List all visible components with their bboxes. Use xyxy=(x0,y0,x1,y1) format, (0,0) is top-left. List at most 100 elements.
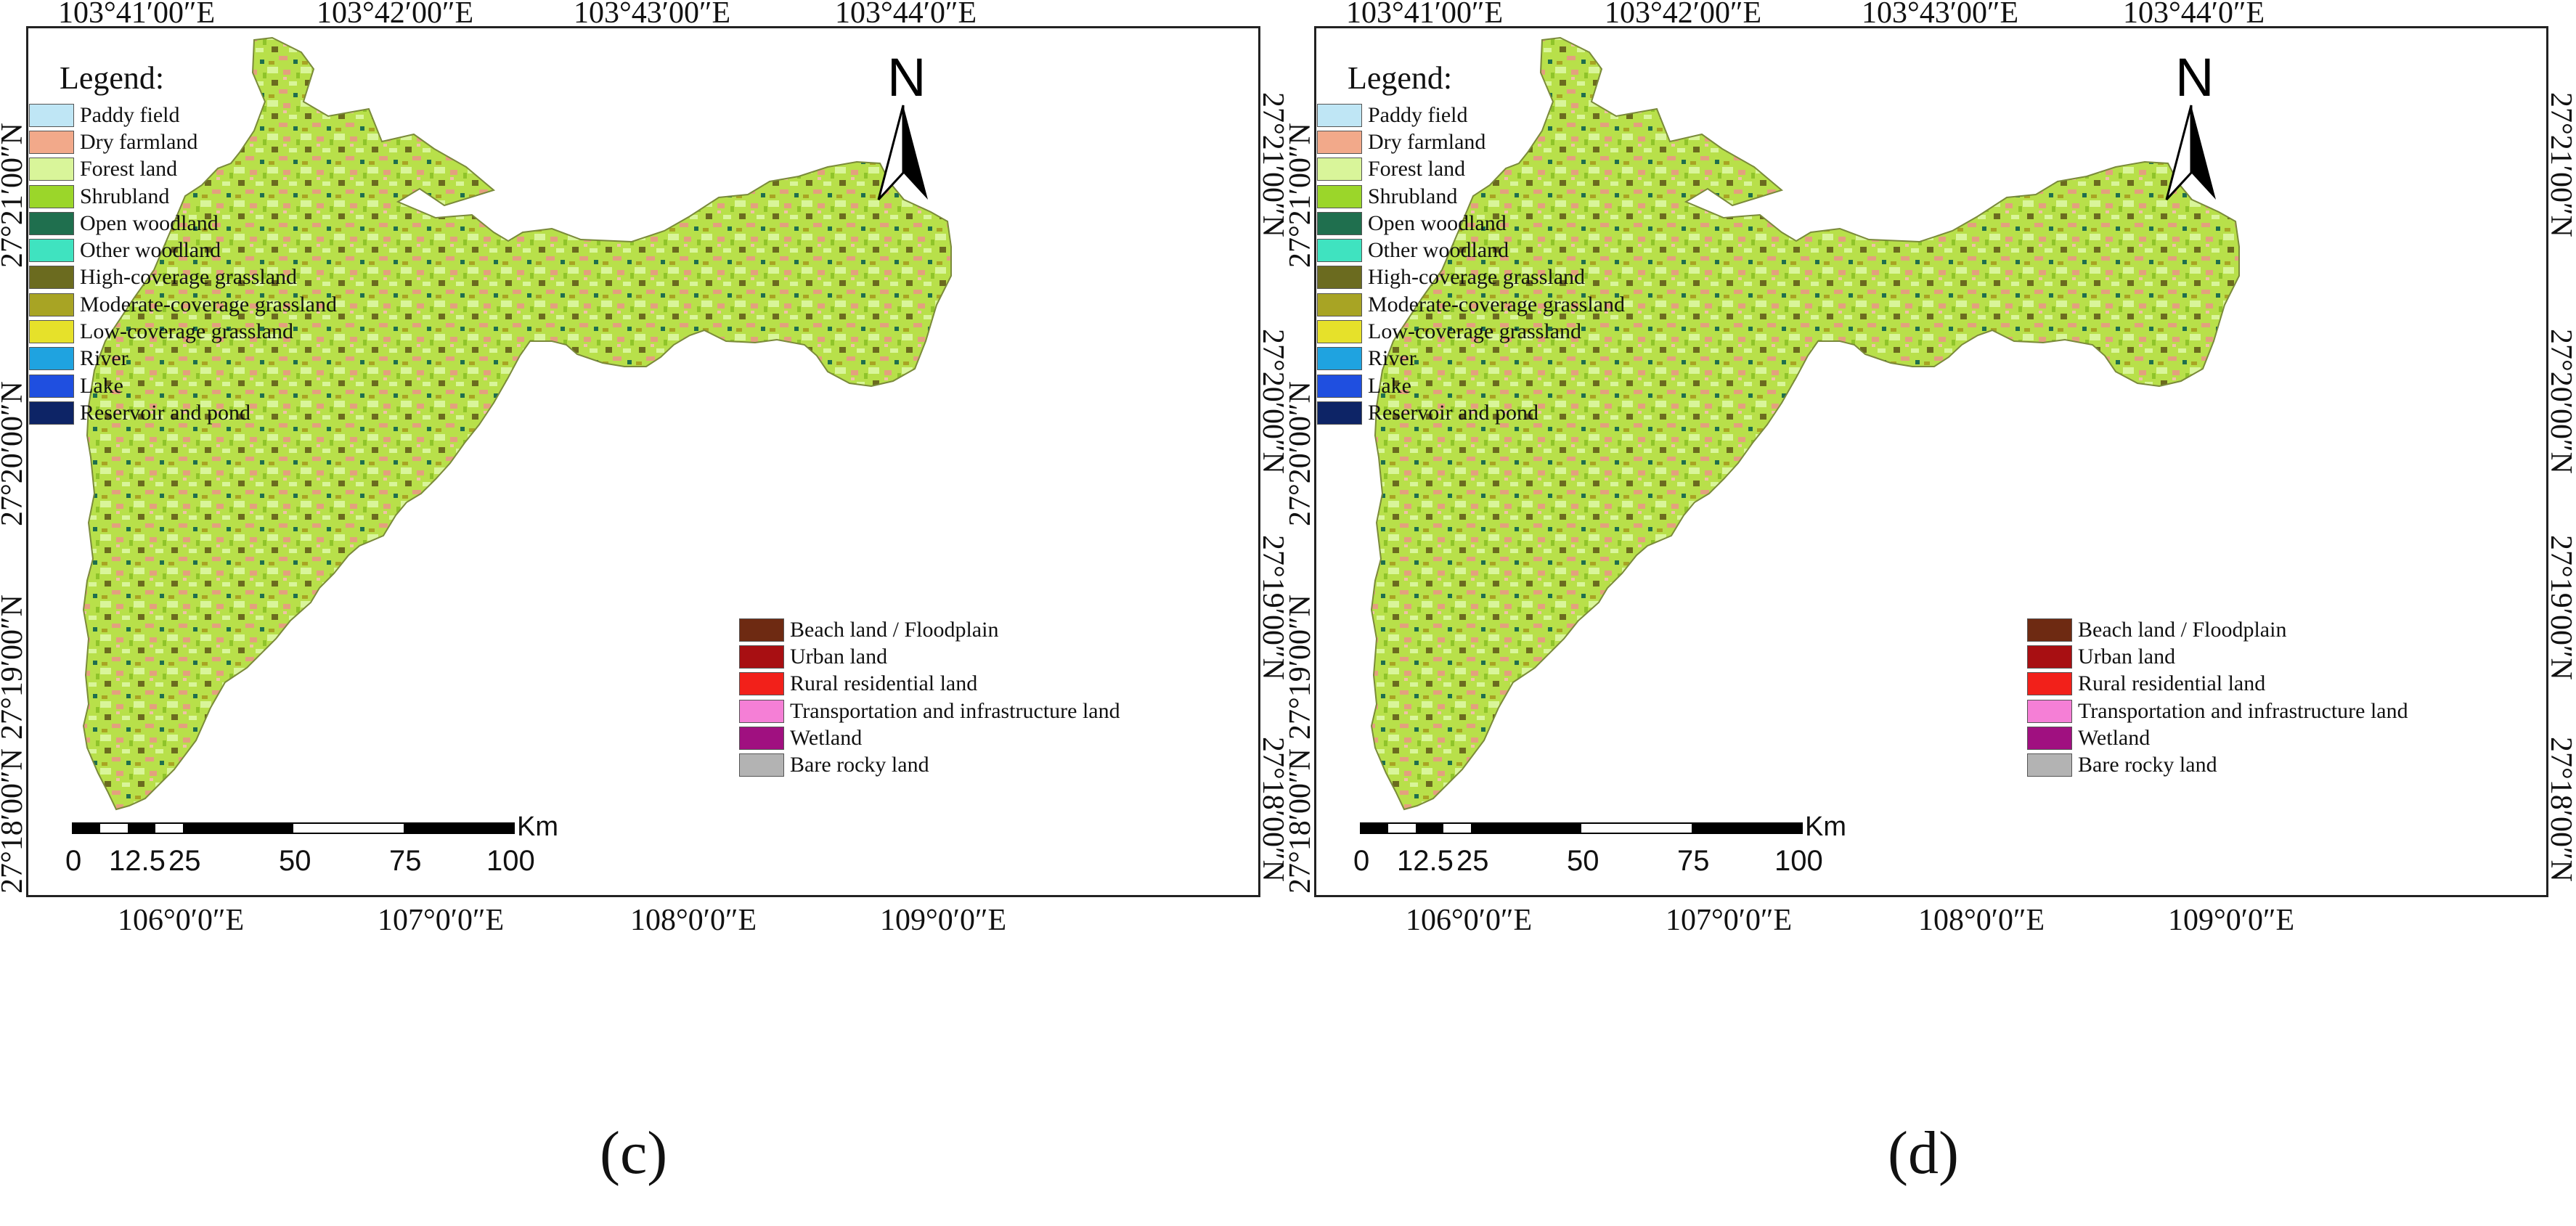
legend-label: Beach land / Floodplain xyxy=(2078,617,2287,642)
legend-item: Low-coverage grassland xyxy=(1317,318,1625,345)
legend-swatch xyxy=(1317,293,1362,316)
legend-label: Dry farmland xyxy=(1368,129,1486,154)
legend-label: Other woodland xyxy=(1368,238,1509,263)
legend-swatch xyxy=(29,401,74,425)
legend-item: Dry farmland xyxy=(1317,128,1625,155)
map-graphics xyxy=(72,36,952,834)
panel-caption: (d) xyxy=(1888,1119,1959,1187)
legend-swatch xyxy=(739,726,784,750)
top-tick-4: 103°44′0″E xyxy=(2123,0,2265,30)
legend-swatch xyxy=(2027,726,2072,750)
bottom-tick-2: 107°0′0″E xyxy=(1666,904,1793,937)
legend-swatch xyxy=(29,211,74,235)
top-tick-2: 103°42′00″E xyxy=(1605,0,1762,30)
legend-swatch xyxy=(739,672,784,696)
legend-item: High-coverage grassland xyxy=(1317,264,1625,291)
left-tick-1: 27°21′00″N xyxy=(0,123,29,268)
legend-label: Bare rocky land xyxy=(2078,753,2217,777)
legend-swatch xyxy=(1317,347,1362,371)
legend-label: High-coverage grassland xyxy=(1368,265,1586,290)
legend-swatch xyxy=(2027,618,2072,642)
legend-swatch xyxy=(29,130,74,154)
legend-swatch xyxy=(29,293,74,316)
legend-label: Low-coverage grassland xyxy=(80,319,294,344)
legend-item: Rural residential land xyxy=(2027,671,2408,698)
legend-item: Transportation and infrastructure land xyxy=(739,698,1120,724)
legend-label: Shrubland xyxy=(1368,184,1458,208)
top-tick-1: 103°41′00″E xyxy=(58,0,216,30)
bottom-tick-4: 109°0′0″E xyxy=(880,904,1007,937)
legend-label: Rural residential land xyxy=(790,671,978,696)
scale-label-0: 0 xyxy=(65,845,82,877)
scale-label-50: 50 xyxy=(1567,845,1599,877)
legend-label: Bare rocky land xyxy=(790,753,929,777)
legend-item: Moderate-coverage grassland xyxy=(1317,291,1625,318)
right-tick-4: 27°18′00″N xyxy=(2544,737,2576,882)
top-tick-3: 103°43′00″E xyxy=(1862,0,2019,30)
bottom-tick-3: 108°0′0″E xyxy=(1918,904,2045,937)
north-arrow xyxy=(877,105,928,201)
legend-item: Reservoir and pond xyxy=(1317,399,1625,426)
bottom-tick-1: 106°0′0″E xyxy=(118,904,245,937)
legend-list-secondary: Beach land / Floodplain Urban land Rural r… xyxy=(2027,616,2408,779)
legend-item: Beach land / Floodplain xyxy=(739,616,1120,643)
legend-item: Urban land xyxy=(2027,643,2408,670)
legend-swatch xyxy=(1317,374,1362,398)
legend-swatch xyxy=(1317,320,1362,344)
legend-label: Reservoir and pond xyxy=(1368,400,1538,425)
legend-label: Beach land / Floodplain xyxy=(790,617,999,642)
scale-label-75: 75 xyxy=(1677,845,1710,877)
legend-item: Moderate-coverage grassland xyxy=(29,291,337,318)
scale-label-25: 25 xyxy=(168,845,201,877)
legend-label: Shrubland xyxy=(80,184,170,208)
legend-label: Paddy field xyxy=(1368,102,1468,127)
panel-caption: (c) xyxy=(600,1119,668,1187)
left-tick-3: 27°19′00″N xyxy=(1284,594,1317,740)
legend-item: Reservoir and pond xyxy=(29,399,337,426)
legend-swatch xyxy=(1317,130,1362,154)
legend-swatch xyxy=(29,320,74,344)
top-tick-3: 103°43′00″E xyxy=(574,0,731,30)
legend-item: Rural residential land xyxy=(739,671,1120,698)
legend-item: Bare rocky land xyxy=(739,751,1120,778)
scale-bar xyxy=(72,822,515,834)
legend-item: Other woodland xyxy=(29,237,337,263)
legend-list: Paddy field Dry farmland Forest land Shrubl… xyxy=(29,102,337,427)
legend-item: Paddy field xyxy=(1317,102,1625,128)
legend-swatch xyxy=(739,618,784,642)
legend-swatch xyxy=(29,266,74,290)
legend-label: Other woodland xyxy=(80,238,221,263)
legend-list-secondary: Beach land / Floodplain Urban land Rural r… xyxy=(739,616,1120,779)
legend-label: Moderate-coverage grassland xyxy=(80,292,337,316)
legend-label: Open woodland xyxy=(1368,211,1507,235)
legend-label: River xyxy=(1368,346,1417,371)
map-panel-c: N 103°41′00″E 103°42′00″E 103°43′00″E 10… xyxy=(0,0,1289,1187)
legend-label: Reservoir and pond xyxy=(80,400,250,425)
legend-swatch xyxy=(2027,645,2072,669)
scale-label-100: 100 xyxy=(486,845,535,877)
map-panel-d: N 103°41′00″E 103°42′00″E 103°43′00″E 10… xyxy=(1284,0,2576,1226)
legend-label: Wetland xyxy=(2078,725,2151,750)
legend-swatch xyxy=(29,239,74,263)
legend-item: Shrubland xyxy=(1317,183,1625,210)
legend-list: Paddy field Dry farmland Forest land Shrubl… xyxy=(1317,102,1625,427)
legend-item: Paddy field xyxy=(29,102,337,128)
legend-item: Other woodland xyxy=(1317,237,1625,263)
legend-item: Dry farmland xyxy=(29,128,337,155)
legend-label: Low-coverage grassland xyxy=(1368,319,1582,344)
left-tick-1: 27°21′00″N xyxy=(1284,123,1317,268)
legend-title: Legend: xyxy=(60,60,165,96)
north-label: N xyxy=(2175,47,2214,107)
legend-swatch xyxy=(739,699,784,723)
scale-label-50: 50 xyxy=(279,845,311,877)
legend-item: High-coverage grassland xyxy=(29,264,337,291)
scale-label-100: 100 xyxy=(1774,845,1823,877)
left-tick-4: 27°18′00″N xyxy=(0,748,29,894)
legend-swatch xyxy=(739,753,784,777)
legend-swatch xyxy=(29,374,74,398)
legend-label: Paddy field xyxy=(80,102,180,127)
top-tick-2: 103°42′00″E xyxy=(317,0,474,30)
legend-label: High-coverage grassland xyxy=(80,265,298,290)
legend-swatch xyxy=(29,347,74,371)
top-tick-1: 103°41′00″E xyxy=(1346,0,1504,30)
